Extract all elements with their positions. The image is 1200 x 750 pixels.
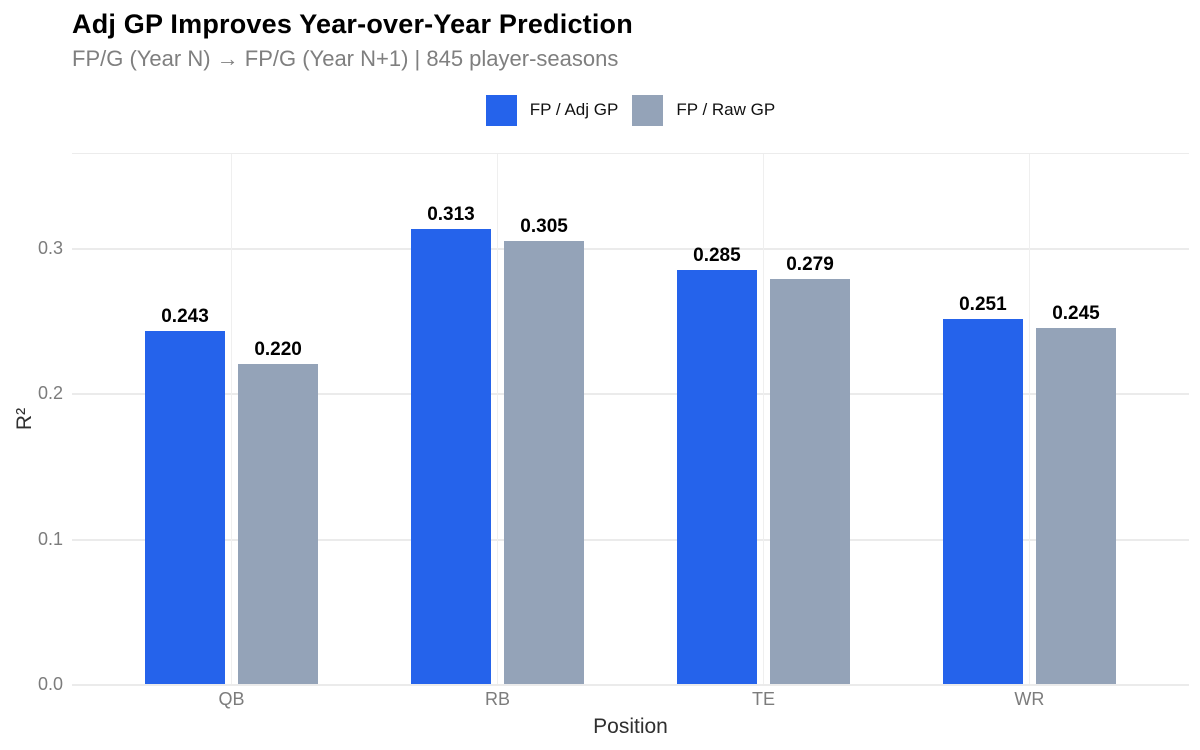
gridline-x	[230, 154, 233, 684]
value-label-fp-adj-gp-qb: 0.243	[161, 305, 209, 327]
bar-fp-adj-gp-rb	[411, 229, 491, 684]
value-label-fp-adj-gp-te: 0.285	[693, 244, 741, 266]
page-subtitle: FP/G (Year N) → FP/G (Year N+1) | 845 pl…	[72, 46, 619, 71]
y-axis-tick-labels: 0.0 0.1 0.2 0.3	[0, 153, 63, 694]
gridline-x	[496, 154, 499, 684]
x-tick-label: QB	[218, 689, 245, 709]
gridline-y	[72, 393, 1189, 396]
legend-item-adj-gp: FP / Adj GP	[485, 94, 619, 126]
value-label-fp-raw-gp-wr: 0.245	[1052, 303, 1100, 325]
value-label-fp-adj-gp-rb: 0.313	[427, 204, 475, 226]
gridline-y	[72, 248, 1189, 251]
value-label-fp-raw-gp-rb: 0.305	[520, 215, 568, 237]
y-tick-label: 0.0	[37, 674, 63, 694]
value-label-fp-adj-gp-wr: 0.251	[959, 294, 1007, 316]
x-axis-tick-labels: QB RB TE WR	[72, 689, 1189, 711]
x-axis-title: Position	[593, 715, 668, 738]
plot-panel: 0.243 0.220 0.313 0.305 0.285 0.279 0.251 0.245	[72, 153, 1189, 686]
x-tick-label: TE	[751, 689, 775, 709]
legend: FP / Adj GP FP / Raw GP	[72, 91, 1189, 129]
bar-fp-raw-gp-rb	[504, 240, 584, 684]
y-axis-title: R²	[13, 407, 36, 431]
gridline-x	[762, 154, 765, 684]
legend-item-raw-gp: FP / Raw GP	[632, 94, 776, 126]
y-tick-label: 0.1	[37, 528, 63, 549]
gridline-y	[72, 538, 1189, 541]
bar-fp-raw-gp-te	[770, 278, 850, 684]
bar-fp-adj-gp-wr	[942, 319, 1023, 684]
x-tick-label: RB	[485, 689, 511, 709]
legend-label-raw-gp: FP / Raw GP	[676, 100, 776, 119]
gridline-x	[1028, 154, 1031, 684]
legend-label-adj-gp: FP / Adj GP	[529, 100, 619, 119]
legend-swatch-adj-gp-icon	[485, 94, 517, 126]
bar-fp-adj-gp-te	[677, 269, 757, 684]
x-tick-label: WR	[1014, 689, 1045, 709]
value-label-fp-raw-gp-te: 0.279	[786, 253, 834, 275]
y-tick-label: 0.2	[37, 383, 63, 404]
bar-fp-adj-gp-qb	[145, 330, 225, 684]
gridline-y	[72, 684, 1189, 686]
bar-fp-raw-gp-qb	[238, 364, 318, 684]
page-title: Adj GP Improves Year-over-Year Predictio…	[72, 9, 633, 39]
legend-swatch-raw-gp-icon	[632, 94, 664, 126]
y-tick-label: 0.3	[37, 238, 63, 259]
bar-fp-raw-gp-wr	[1036, 328, 1116, 684]
value-label-fp-raw-gp-qb: 0.220	[254, 339, 302, 361]
